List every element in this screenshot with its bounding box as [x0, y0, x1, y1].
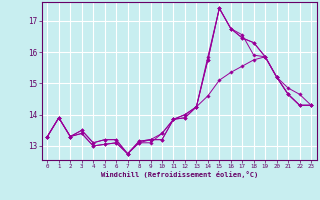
X-axis label: Windchill (Refroidissement éolien,°C): Windchill (Refroidissement éolien,°C)	[100, 171, 258, 178]
